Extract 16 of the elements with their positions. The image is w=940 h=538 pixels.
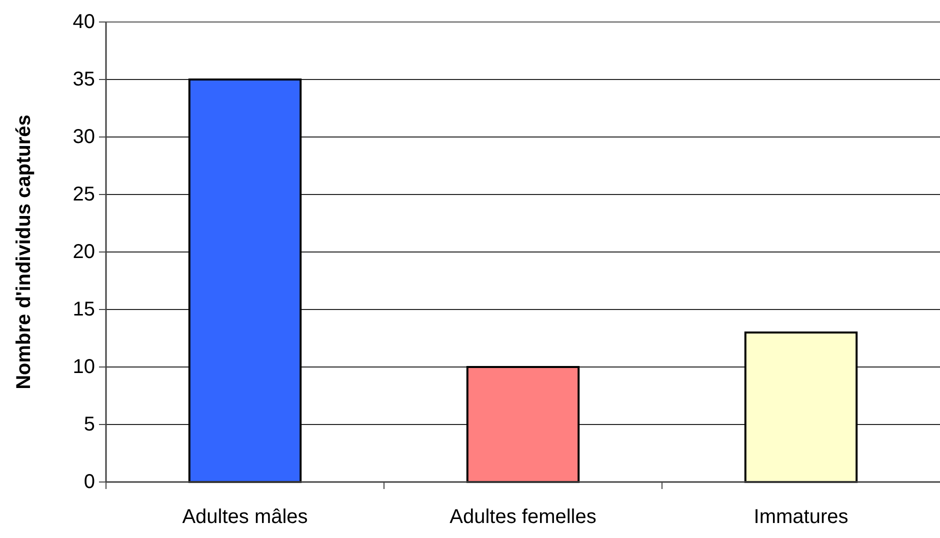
y-tick-label: 30 — [72, 126, 95, 148]
x-tick-label: Adultes mâles — [182, 506, 308, 528]
y-axis-title: Nombre d'individus capturés — [13, 114, 35, 390]
y-tick-label: 0 — [84, 471, 95, 493]
y-tick-label: 25 — [72, 184, 95, 206]
x-tick-label: Immatures — [754, 506, 848, 528]
y-tick-label: 5 — [84, 414, 95, 436]
bar — [188, 78, 302, 483]
y-tick-label: 35 — [72, 68, 95, 90]
y-tick-label: 40 — [72, 11, 95, 33]
bar — [744, 332, 858, 483]
y-tick-label: 20 — [72, 241, 95, 263]
y-tick-label: 10 — [72, 356, 95, 378]
y-tick-label: 15 — [72, 298, 95, 320]
x-tick-label: Adultes femelles — [450, 506, 596, 528]
bar — [466, 366, 580, 483]
